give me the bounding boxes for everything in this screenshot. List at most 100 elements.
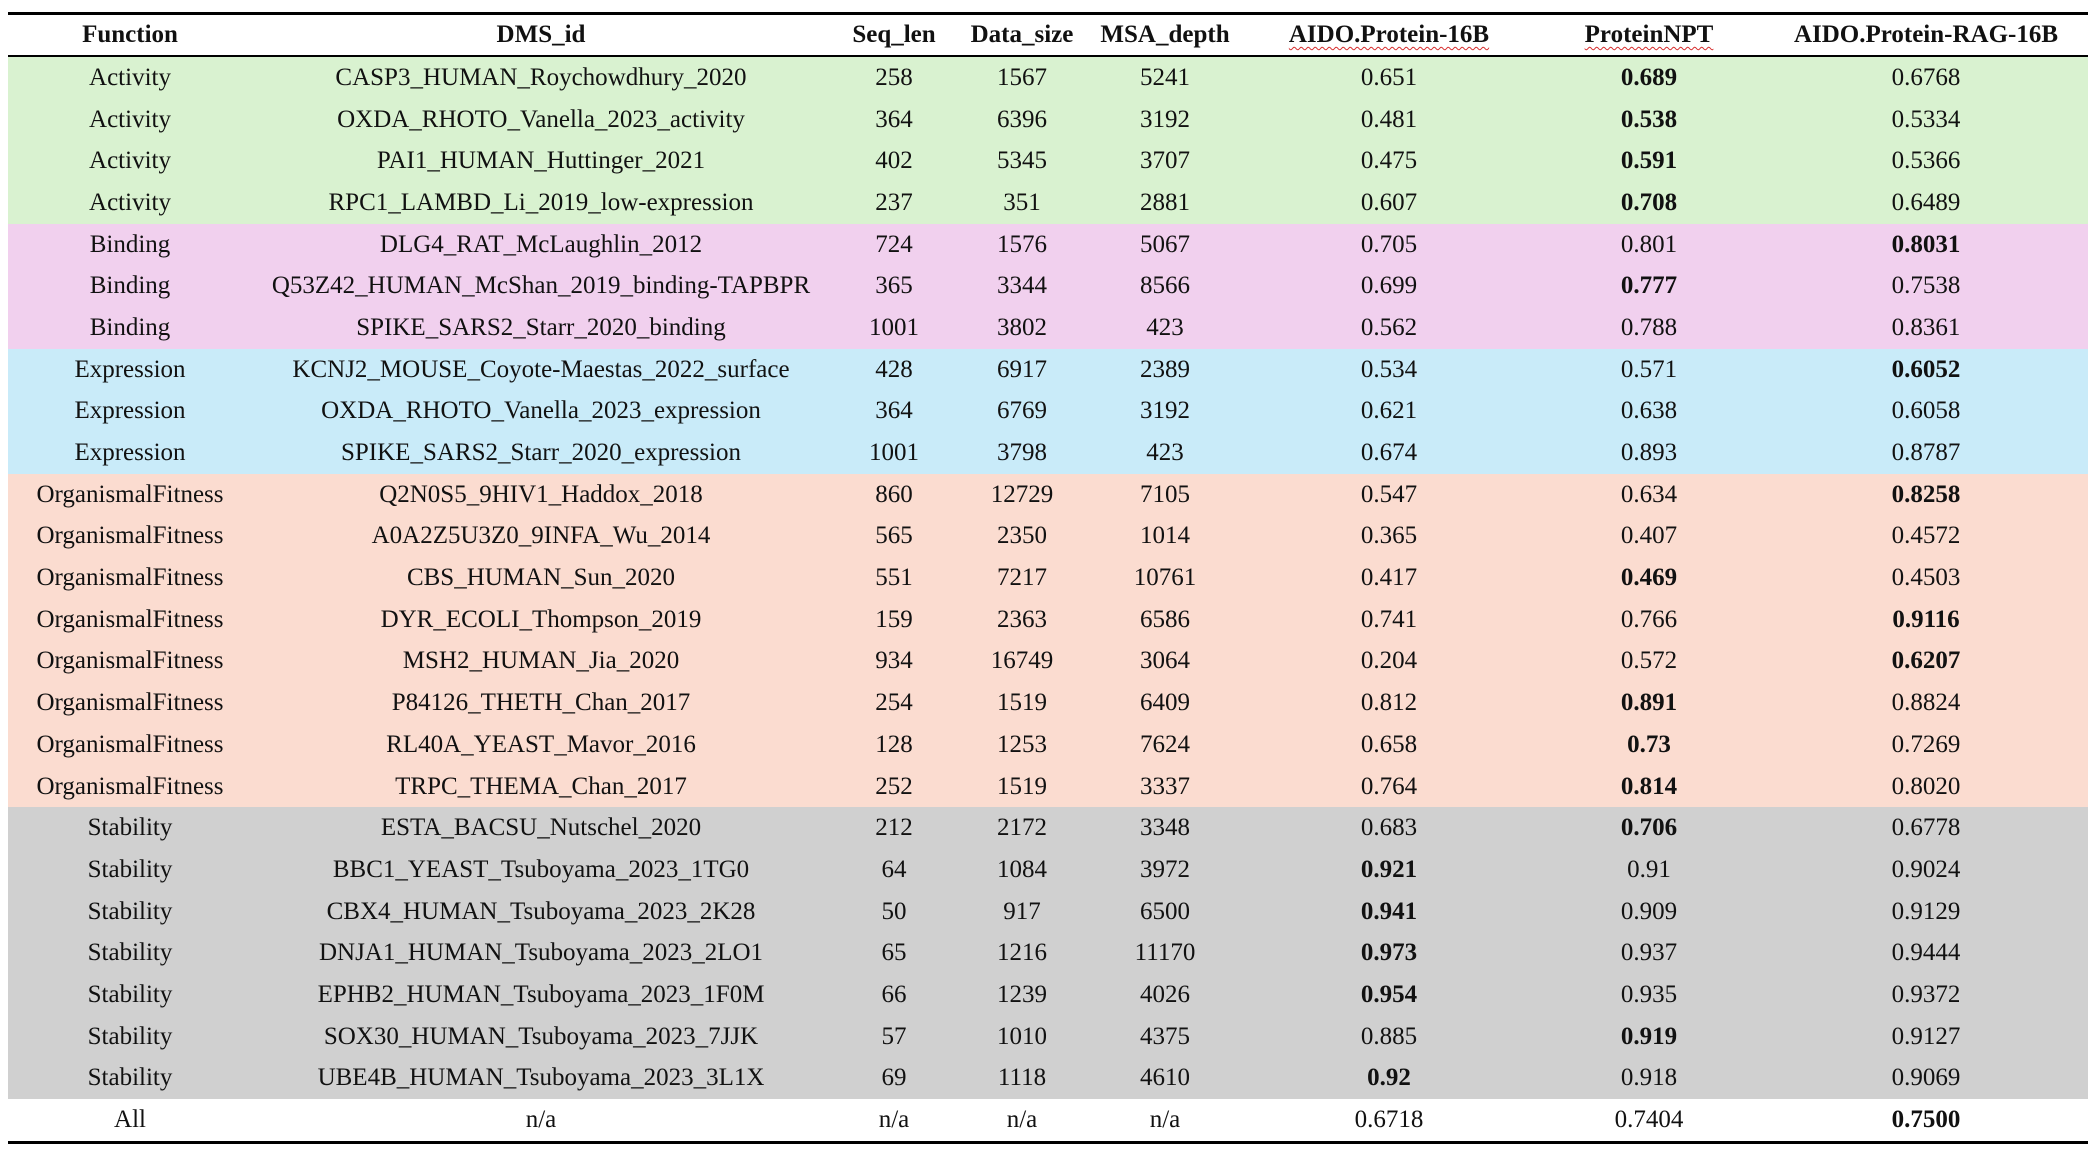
cell-msa-depth: 4610 [1140, 1064, 1190, 1092]
cell-function: Activity [89, 63, 171, 91]
cell-aido-protein-rag-16b: 0.8824 [1891, 689, 1961, 717]
cell-aido-protein-16b: 0.607 [1360, 188, 1418, 216]
header-function: Function [8, 12, 252, 57]
cell-protein-npt: 0.634 [1620, 480, 1678, 508]
cell-protein-npt: 0.7404 [1534, 1099, 1764, 1144]
header-row: Function DMS_id Seq_len Data_size MSA_de… [8, 12, 2088, 57]
cell-dms-id: DLG4_RAT_McLaughlin_2012 [379, 230, 703, 258]
table-row: OrganismalFitness TRPC_THEMA_Chan_2017 252… [8, 765, 2088, 808]
cell-data-size: 1519 [997, 689, 1047, 717]
cell-aido-protein-16b: 0.417 [1360, 564, 1418, 592]
cell-msa-depth: 7105 [1140, 480, 1190, 508]
cell-msa-depth: 2389 [1140, 355, 1190, 383]
cell-dms-id: CASP3_HUMAN_Roychowdhury_2020 [335, 63, 747, 91]
cell-dms-id: OXDA_RHOTO_Vanella_2023_expression [321, 397, 761, 425]
cell-msa-depth: 3064 [1140, 647, 1190, 675]
cell-protein-npt: 0.919 [1620, 1022, 1678, 1050]
cell-function: Stability [87, 814, 173, 842]
cell-data-size: 3802 [997, 313, 1047, 341]
cell-msa-depth: 423 [1146, 313, 1184, 341]
cell-seq-len: 1001 [869, 313, 919, 341]
cell-aido-protein-rag-16b: 0.9372 [1891, 980, 1961, 1008]
cell-aido-protein-rag-16b: 0.7538 [1891, 272, 1961, 300]
cell-protein-npt: 0.591 [1620, 147, 1678, 175]
cell-aido-protein-16b: 0.621 [1360, 397, 1418, 425]
table-row: Stability CBX4_HUMAN_Tsuboyama_2023_2K28 5… [8, 890, 2088, 933]
table-row: OrganismalFitness RL40A_YEAST_Mavor_2016 1… [8, 724, 2088, 766]
cell-msa-depth: 3972 [1140, 855, 1190, 883]
header-data-size: Data_size [958, 12, 1086, 57]
table-row: OrganismalFitness MSH2_HUMAN_Jia_2020 934 1… [8, 640, 2088, 683]
cell-protein-npt: 0.571 [1620, 355, 1678, 383]
cell-seq-len: 934 [875, 647, 913, 675]
table-row: Binding DLG4_RAT_McLaughlin_2012 724 1576 50… [8, 223, 2088, 266]
cell-function: Binding [89, 230, 171, 258]
cell-protein-npt: 0.937 [1620, 939, 1678, 967]
table-row: Activity PAI1_HUMAN_Huttinger_2021 402 5345… [8, 140, 2088, 183]
cell-data-size: 5345 [997, 147, 1047, 175]
cell-aido-protein-16b: 0.941 [1360, 897, 1418, 925]
cell-dms-id: P84126_THETH_Chan_2017 [391, 689, 691, 717]
cell-function: OrganismalFitness [36, 730, 224, 758]
header-aido-label: AIDO.Protein-16B [1288, 21, 1490, 48]
cell-function: Expression [74, 355, 186, 383]
cell-aido-protein-16b: 0.6718 [1244, 1099, 1534, 1144]
cell-aido-protein-16b: 0.534 [1360, 355, 1418, 383]
header-dms-id: DMS_id [252, 12, 830, 57]
cell-aido-protein-16b: 0.705 [1360, 230, 1418, 258]
cell-seq-len: 252 [875, 772, 913, 800]
cell-aido-protein-rag-16b: 0.6778 [1891, 814, 1961, 842]
cell-seq-len: 69 [881, 1064, 907, 1092]
cell-protein-npt: 0.91 [1627, 855, 1671, 883]
cell-aido-protein-rag-16b: 0.8787 [1891, 439, 1961, 467]
table-row: All n/a n/a n/a n/a 0.6718 0.7404 0.7500 [8, 1099, 2088, 1144]
cell-msa-depth: 3192 [1140, 105, 1190, 133]
cell-protein-npt: 0.706 [1620, 814, 1678, 842]
cell-dms-id: Q53Z42_HUMAN_McShan_2019_binding-TAPBPR [271, 272, 811, 300]
cell-seq-len: 237 [875, 188, 913, 216]
cell-data-size: 1010 [997, 1022, 1047, 1050]
cell-aido-protein-16b: 0.547 [1360, 480, 1418, 508]
cell-data-size: 12729 [990, 480, 1054, 508]
cell-aido-protein-rag-16b: 0.9444 [1891, 939, 1961, 967]
cell-protein-npt: 0.909 [1620, 897, 1678, 925]
table-row: Activity CASP3_HUMAN_Roychowdhury_2020 258… [8, 56, 2088, 99]
cell-data-size: 2172 [997, 814, 1047, 842]
header-aido-protein-rag-16b: AIDO.Protein-RAG-16B [1764, 12, 2088, 57]
table-row: Binding SPIKE_SARS2_Starr_2020_binding 100… [8, 307, 2088, 349]
cell-msa-depth: 5241 [1140, 63, 1190, 91]
cell-aido-protein-16b: 0.741 [1360, 605, 1418, 633]
cell-aido-protein-16b: 0.699 [1360, 272, 1418, 300]
cell-data-size: 3798 [997, 439, 1047, 467]
cell-seq-len: 364 [875, 105, 913, 133]
cell-data-size: 6917 [997, 355, 1047, 383]
cell-msa-depth: 10761 [1133, 564, 1197, 592]
cell-msa-depth: 6586 [1140, 605, 1190, 633]
cell-function: Expression [74, 397, 186, 425]
cell-seq-len: 364 [875, 397, 913, 425]
cell-data-size: 1118 [997, 1064, 1047, 1092]
cell-aido-protein-16b: 0.921 [1360, 855, 1418, 883]
cell-data-size: 1216 [997, 939, 1047, 967]
cell-dms-id: CBX4_HUMAN_Tsuboyama_2023_2K28 [326, 897, 756, 925]
cell-aido-protein-16b: 0.92 [1367, 1064, 1411, 1092]
cell-protein-npt: 0.777 [1620, 272, 1678, 300]
header-msa-depth: MSA_depth [1086, 12, 1244, 57]
cell-protein-npt: 0.708 [1620, 188, 1678, 216]
cell-msa-depth: 3337 [1140, 772, 1190, 800]
header-aido-protein-16b: AIDO.Protein-16B [1244, 12, 1534, 57]
table-row: OrganismalFitness CBS_HUMAN_Sun_2020 551 72… [8, 557, 2088, 599]
cell-aido-protein-16b: 0.651 [1360, 63, 1418, 91]
cell-function: Expression [74, 439, 186, 467]
cell-aido-protein-16b: 0.683 [1360, 814, 1418, 842]
cell-data-size: 1239 [997, 980, 1047, 1008]
cell-function: Activity [89, 105, 171, 133]
cell-seq-len: 254 [875, 689, 913, 717]
cell-msa-depth: 6500 [1140, 897, 1190, 925]
cell-aido-protein-16b: 0.885 [1360, 1022, 1418, 1050]
cell-seq-len: 565 [875, 522, 913, 550]
header-protein-npt: ProteinNPT [1534, 12, 1764, 57]
cell-protein-npt: 0.788 [1620, 313, 1678, 341]
cell-protein-npt: 0.766 [1620, 605, 1678, 633]
cell-seq-len: 551 [875, 564, 913, 592]
